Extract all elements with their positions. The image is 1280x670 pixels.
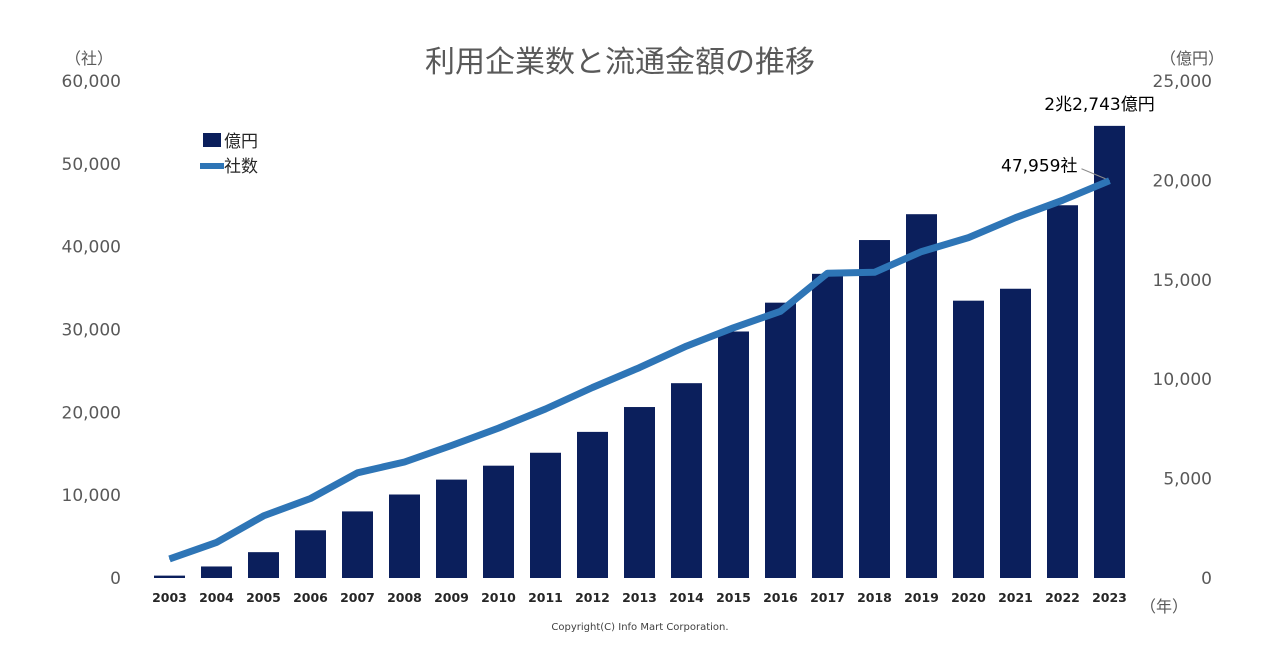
bar-2011 (530, 452, 561, 578)
x-tick-label: 2009 (434, 590, 469, 605)
bar-2022 (1047, 205, 1078, 578)
x-tick-label: 2022 (1045, 590, 1080, 605)
legend-bar-label: 億円 (224, 132, 258, 152)
x-tick-label: 2020 (951, 590, 986, 605)
left-axis-ticks: 0 10,000 20,000 30,000 40,000 50,000 60,000 (62, 72, 121, 589)
bar-2007 (342, 511, 373, 578)
bar-2009 (436, 479, 467, 578)
bar-2006 (295, 530, 326, 578)
x-tick-label: 2015 (716, 590, 751, 605)
bar-2003 (154, 575, 185, 578)
line-point-2013 (639, 367, 640, 369)
chart-title: 利用企業数と流通金額の推移 (425, 45, 815, 80)
annotation-line-2023: 47,959社 (1001, 157, 1077, 177)
copyright: Copyright(C) Info Mart Corporation. (551, 622, 728, 633)
bar-2016 (765, 302, 796, 578)
bar-2004 (201, 566, 232, 578)
x-tick-label: 2016 (763, 590, 798, 605)
x-tick-label: 2006 (293, 590, 328, 605)
bar-series (154, 125, 1125, 579)
line-point-2019 (921, 251, 922, 253)
bar-2017 (812, 273, 843, 578)
line-point-2018 (874, 271, 875, 273)
legend-line-label: 社数 (224, 157, 258, 177)
line-point-2004 (216, 541, 217, 543)
left-tick-label: 20,000 (62, 403, 121, 423)
line-point-2005 (263, 515, 264, 517)
bar-2023 (1094, 125, 1125, 578)
line-point-2011 (545, 408, 546, 410)
annotation-bar-2023: 2兆2,743億円 (1044, 95, 1154, 115)
line-point-2009 (451, 444, 452, 446)
left-tick-label: 0 (110, 569, 121, 589)
legend: 億円 社数 (200, 132, 258, 177)
left-tick-label: 50,000 (62, 155, 121, 175)
bar-2010 (483, 465, 514, 578)
left-tick-label: 30,000 (62, 321, 121, 341)
bar-2013 (624, 407, 655, 578)
line-point-2006 (310, 497, 311, 499)
x-axis-ticks: 2003 2004 2005 2006 2007 2008 2009 2010 2011 2012… (152, 590, 1127, 605)
bar-2015 (718, 331, 749, 578)
x-tick-label: 2017 (810, 590, 845, 605)
x-tick-label: 2004 (199, 590, 234, 605)
line-point-2012 (592, 386, 593, 388)
line-point-2007 (357, 472, 358, 474)
left-axis-unit: （社） (65, 49, 113, 68)
line-point-2016 (780, 310, 781, 312)
bar-2021 (1000, 288, 1031, 578)
bar-2014 (671, 383, 702, 578)
right-tick-label: 10,000 (1153, 370, 1212, 390)
x-tick-label: 2023 (1092, 590, 1127, 605)
line-point-2020 (968, 237, 969, 239)
line-series (168, 177, 1111, 563)
left-tick-label: 10,000 (62, 486, 121, 506)
x-tick-label: 2014 (669, 590, 704, 605)
x-tick-label: 2007 (340, 590, 375, 605)
bar-2020 (953, 300, 984, 578)
line-point-2023 (1109, 180, 1110, 182)
bar-2018 (859, 240, 890, 579)
x-tick-label: 2013 (622, 590, 657, 605)
bar-2005 (248, 552, 279, 578)
line-point-2015 (733, 327, 734, 329)
x-tick-label: 2011 (528, 590, 563, 605)
x-tick-label: 2021 (998, 590, 1033, 605)
line-point-2017 (827, 272, 828, 274)
left-tick-label: 60,000 (62, 72, 121, 92)
line-point-2003 (169, 558, 170, 560)
left-tick-label: 40,000 (62, 238, 121, 258)
legend-bar-swatch (203, 133, 221, 147)
x-axis-unit: （年） (1140, 597, 1188, 616)
x-tick-label: 2008 (387, 590, 422, 605)
annotation-leader-line (1081, 168, 1106, 180)
x-tick-label: 2003 (152, 590, 187, 605)
right-axis-unit: （億円） (1160, 49, 1224, 68)
line-point-2008 (404, 461, 405, 463)
line-point-2014 (686, 345, 687, 347)
line-point-2021 (1015, 217, 1016, 219)
right-tick-label: 25,000 (1153, 72, 1212, 92)
bar-2008 (389, 494, 420, 578)
line-point-2022 (1062, 199, 1063, 201)
right-axis-ticks: 0 5,000 10,000 15,000 20,000 25,000 (1153, 72, 1212, 589)
x-tick-label: 2012 (575, 590, 610, 605)
x-tick-label: 2019 (904, 590, 939, 605)
x-tick-label: 2010 (481, 590, 516, 605)
x-tick-label: 2018 (857, 590, 892, 605)
right-tick-label: 0 (1201, 569, 1212, 589)
right-tick-label: 20,000 (1153, 171, 1212, 191)
bar-2019 (906, 214, 937, 579)
bar-2012 (577, 431, 608, 578)
x-tick-label: 2005 (246, 590, 281, 605)
right-tick-label: 15,000 (1153, 271, 1212, 291)
right-tick-label: 5,000 (1163, 470, 1212, 490)
line-point-2010 (498, 427, 499, 429)
